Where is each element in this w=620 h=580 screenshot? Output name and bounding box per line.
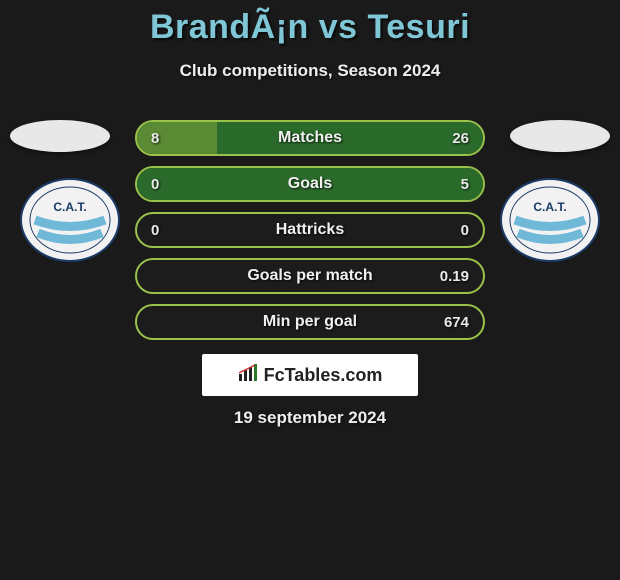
generated-date: 19 september 2024 (0, 408, 620, 428)
stat-value-right: 5 (461, 176, 469, 193)
stat-row: 8Matches26 (135, 120, 485, 156)
stat-label: Goals (137, 175, 483, 193)
stat-value-right: 674 (444, 314, 469, 331)
stat-value-right: 0 (461, 222, 469, 239)
svg-text:C.A.T.: C.A.T. (533, 200, 566, 214)
stats-container: 8Matches260Goals50Hattricks0Goals per ma… (135, 120, 485, 350)
page-title: BrandÃ¡n vs Tesuri (0, 0, 620, 47)
player-avatar-right (510, 120, 610, 152)
stat-label: Min per goal (137, 313, 483, 331)
club-badge-right: C.A.T. (500, 178, 600, 262)
stat-row: 0Goals5 (135, 166, 485, 202)
stat-value-right: 26 (452, 130, 469, 147)
page-subtitle: Club competitions, Season 2024 (0, 61, 620, 81)
bar-chart-icon (238, 364, 260, 387)
club-badge-left: C.A.T. (20, 178, 120, 262)
stat-row: Goals per match0.19 (135, 258, 485, 294)
fctables-logo[interactable]: FcTables.com (202, 354, 418, 396)
stat-label: Hattricks (137, 221, 483, 239)
stat-label: Matches (137, 129, 483, 147)
stat-row: 0Hattricks0 (135, 212, 485, 248)
logo-label: FcTables.com (264, 365, 383, 386)
stat-label: Goals per match (137, 267, 483, 285)
svg-text:C.A.T.: C.A.T. (53, 200, 86, 214)
stat-row: Min per goal674 (135, 304, 485, 340)
player-avatar-left (10, 120, 110, 152)
stat-value-right: 0.19 (440, 268, 469, 285)
